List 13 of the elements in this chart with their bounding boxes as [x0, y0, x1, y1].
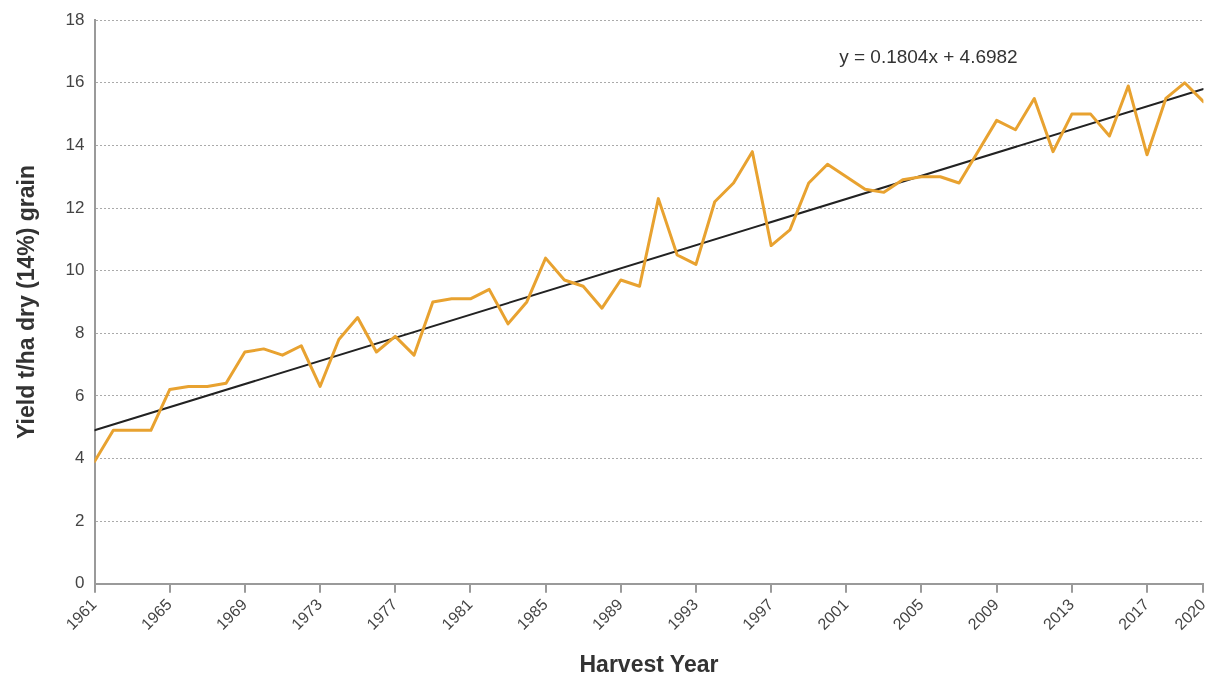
y-axis-title: Yield t/ha dry (14%) grain	[13, 164, 40, 439]
x-axis-title: Harvest Year	[579, 650, 719, 677]
y-tick-label: 16	[65, 72, 85, 92]
y-tick-label: 6	[75, 385, 85, 405]
y-tick-label: 2	[75, 510, 85, 530]
y-tick-label: 18	[65, 9, 85, 29]
y-tick-label: 8	[75, 322, 85, 342]
y-tick-label: 12	[65, 197, 85, 217]
y-tick-label: 4	[75, 448, 85, 468]
y-tick-label: 10	[65, 260, 85, 280]
annotation: y = 0.1804x + 4.6982	[839, 46, 1018, 68]
y-tick-label: 14	[65, 135, 85, 155]
y-tick-label: 0	[75, 573, 85, 593]
